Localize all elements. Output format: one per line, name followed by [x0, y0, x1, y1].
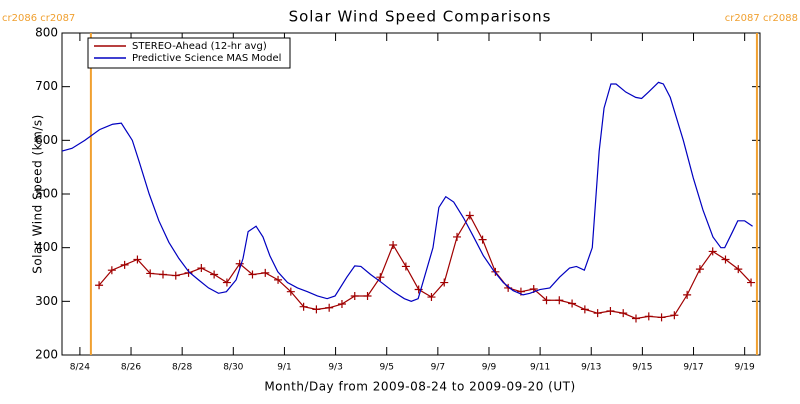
y-tick-label: 300: [35, 294, 58, 308]
data-marker: [350, 291, 359, 300]
data-marker: [158, 270, 167, 279]
y-tick-label: 600: [35, 133, 58, 147]
data-marker: [389, 240, 398, 249]
data-marker: [363, 291, 372, 300]
data-marker: [644, 312, 653, 321]
data-marker: [747, 278, 756, 287]
data-marker: [427, 293, 436, 302]
data-marker: [631, 314, 640, 323]
data-marker: [683, 290, 692, 299]
data-marker: [440, 278, 449, 287]
data-marker: [580, 305, 589, 314]
series-line: [98, 214, 752, 320]
data-marker: [734, 265, 743, 274]
data-marker: [235, 259, 244, 268]
chart-title: Solar Wind Speed Comparisons: [289, 8, 552, 26]
data-marker: [95, 281, 104, 290]
data-marker: [261, 268, 270, 277]
data-marker: [146, 269, 155, 278]
y-tick-label: 500: [35, 187, 58, 201]
legend-box: [87, 37, 291, 69]
data-marker: [171, 271, 180, 280]
legend-label: Predictive Science MAS Model: [132, 53, 281, 64]
data-marker: [286, 287, 295, 296]
data-marker: [401, 262, 410, 271]
data-marker: [606, 306, 615, 315]
x-tick-label: 9/7: [431, 363, 445, 373]
data-marker: [197, 264, 206, 273]
data-marker: [107, 266, 116, 275]
data-marker: [222, 278, 231, 287]
series-line: [61, 81, 753, 302]
x-tick-label: 9/19: [735, 363, 755, 373]
y-tick-label: 400: [35, 240, 58, 254]
x-tick-label: 8/24: [70, 363, 90, 373]
data-marker: [184, 268, 193, 277]
data-marker: [453, 232, 462, 241]
data-marker: [312, 305, 321, 314]
data-marker: [299, 302, 308, 311]
data-marker: [133, 255, 142, 264]
data-marker: [542, 296, 551, 305]
data-marker: [555, 296, 564, 305]
data-marker: [670, 311, 679, 320]
data-marker: [376, 273, 385, 282]
data-marker: [568, 299, 577, 308]
x-tick-label: 9/5: [379, 363, 393, 373]
data-marker: [619, 309, 628, 318]
data-marker: [478, 235, 487, 244]
x-tick-label: 9/9: [482, 363, 497, 373]
x-tick-label: 9/17: [683, 363, 703, 373]
x-axis-label: Month/Day from 2009-08-24 to 2009-09-20 …: [264, 380, 575, 394]
data-marker: [504, 283, 513, 292]
x-tick-label: 9/1: [277, 363, 291, 373]
data-marker: [325, 303, 334, 312]
y-axis-label: Solar Wind Speed (km/s): [31, 114, 45, 274]
data-marker: [248, 270, 257, 279]
x-tick-label: 8/26: [121, 363, 141, 373]
data-marker: [721, 255, 730, 264]
x-tick-label: 8/30: [223, 363, 243, 373]
x-tick-label: 8/28: [172, 363, 192, 373]
legend-label: STEREO-Ahead (12-hr avg): [132, 41, 267, 52]
plot-frame: [61, 32, 761, 356]
data-marker: [337, 300, 346, 309]
data-marker: [274, 275, 283, 284]
y-tick-label: 200: [35, 348, 58, 362]
x-tick-label: 9/15: [632, 363, 652, 373]
y-tick-label: 700: [35, 79, 58, 93]
data-marker: [695, 265, 704, 274]
data-marker: [120, 260, 129, 269]
data-marker: [465, 211, 474, 220]
y-tick-label: 800: [35, 26, 58, 40]
x-tick-label: 9/3: [328, 363, 342, 373]
boundary-label: cr2087 cr2088: [725, 13, 798, 24]
data-marker: [593, 309, 602, 318]
data-marker: [210, 270, 219, 279]
data-marker: [657, 313, 666, 322]
legend: STEREO-Ahead (12-hr avg)Predictive Scien…: [87, 37, 291, 69]
x-tick-label: 9/11: [530, 363, 550, 373]
data-marker: [708, 247, 717, 256]
x-tick-label: 9/13: [581, 363, 601, 373]
boundary-label: cr2086 cr2087: [2, 13, 75, 24]
